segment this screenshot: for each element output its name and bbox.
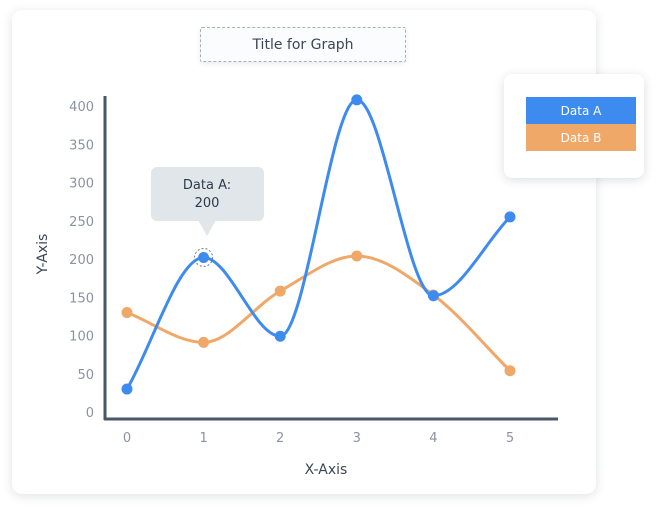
data-point-data-a	[504, 211, 516, 223]
legend-item-data-a[interactable]: Data A	[526, 97, 636, 124]
tooltip-label: Data A:	[183, 178, 231, 193]
y-axis-title: Y-Axis	[35, 234, 51, 276]
data-point-data-b	[198, 336, 210, 348]
y-tick-label: 200	[69, 253, 94, 268]
y-tick-label: 50	[77, 368, 94, 383]
x-tick-label: 5	[506, 431, 514, 446]
y-tick-label: 100	[69, 330, 94, 345]
y-tick-label: 350	[69, 138, 94, 153]
y-tick-label: 300	[69, 177, 94, 192]
x-tick-label: 2	[276, 431, 284, 446]
x-tick-label: 4	[429, 431, 437, 446]
chart-title[interactable]: Title for Graph	[200, 27, 406, 62]
tooltip-value: 200	[195, 196, 220, 211]
data-point-data-a	[121, 383, 133, 395]
highlight-ring	[194, 247, 214, 267]
x-tick-label: 3	[353, 431, 361, 446]
tooltip-box	[151, 167, 264, 221]
y-tick-label: 250	[69, 215, 94, 230]
series-line-data-a	[125, 98, 512, 391]
x-tick-label: 0	[123, 431, 131, 446]
x-axis-title: X-Axis	[305, 462, 348, 478]
data-point-data-a	[351, 94, 363, 106]
legend: Data A Data B	[504, 74, 644, 178]
y-tick-label: 400	[69, 100, 94, 115]
data-point-data-b	[504, 365, 516, 377]
tooltip: Data A: 200	[151, 167, 264, 236]
tooltip-pointer	[198, 220, 216, 236]
data-point-data-b	[351, 250, 363, 262]
data-point-data-a	[427, 290, 439, 302]
x-tick-label: 1	[199, 431, 207, 446]
y-tick-label: 0	[86, 406, 94, 421]
legend-item-data-b[interactable]: Data B	[526, 124, 636, 151]
data-point-data-a	[274, 330, 286, 342]
series-line-data-b	[125, 254, 512, 373]
data-point-data-b	[121, 307, 133, 319]
data-point-data-b	[274, 285, 286, 297]
chart-card	[12, 10, 596, 494]
data-point-data-a	[198, 251, 210, 263]
y-tick-label: 150	[69, 291, 94, 306]
